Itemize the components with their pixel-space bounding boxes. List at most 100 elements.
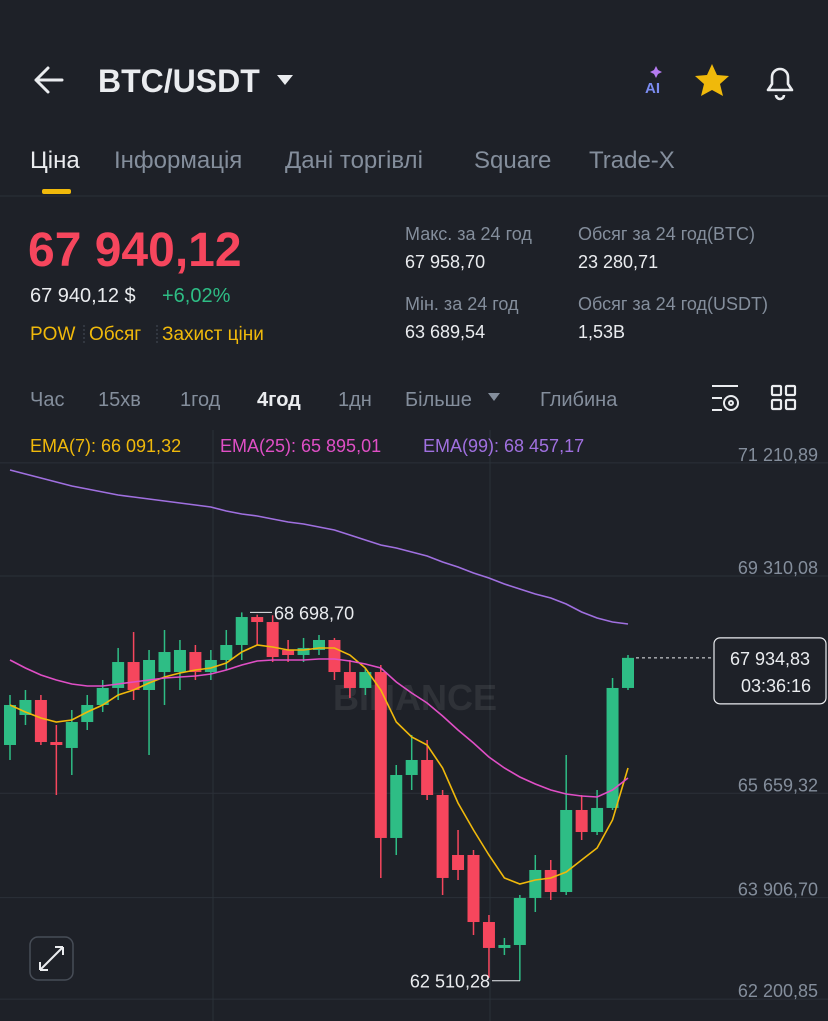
candle-body <box>390 774 403 838</box>
countdown: 03:36:16 <box>741 676 811 696</box>
y-tick-label: 65 659,32 <box>738 775 818 795</box>
pair-title[interactable]: BTC/USDT <box>98 63 260 99</box>
candle-body <box>575 809 588 833</box>
chart-settings-button[interactable] <box>712 385 739 411</box>
layout-button[interactable] <box>770 384 797 411</box>
candle-body <box>297 647 310 655</box>
candle-body <box>560 809 573 893</box>
stat-value: 1,53B <box>578 322 625 342</box>
interval-bar: Час 15хв 1год 4год 1дн Більше Глибина <box>30 389 618 411</box>
candle-body <box>220 644 233 660</box>
interval[interactable]: 1дн <box>338 389 372 411</box>
candle-body <box>467 854 480 923</box>
tag[interactable]: Захист ціни <box>162 324 264 345</box>
y-tick-label: 62 200,85 <box>738 981 818 1001</box>
pair-caret[interactable] <box>277 75 293 85</box>
candle-body <box>622 657 634 688</box>
stat-label: Мін. за 24 год <box>405 294 519 314</box>
candle-body <box>544 869 557 893</box>
stat-label: Обсяг за 24 год(USDT) <box>578 294 768 314</box>
last-price-box <box>713 637 827 705</box>
fiat-price: 67 940,12 $ <box>30 285 136 307</box>
ai-spark <box>650 66 662 78</box>
candle-body <box>251 617 264 623</box>
candle-body <box>328 639 341 673</box>
candle-body <box>421 759 434 795</box>
candle-body <box>266 622 279 658</box>
candle-body <box>189 652 202 673</box>
candle-body <box>405 759 418 775</box>
candle-body <box>436 794 449 878</box>
candle-body <box>606 687 619 808</box>
ai-button[interactable]: AI <box>645 80 660 97</box>
candle-body <box>313 639 325 650</box>
annotation-label: 68 698,70 <box>274 603 354 623</box>
annotation-label: 62 510,28 <box>410 972 490 992</box>
stat-value: 67 958,70 <box>405 252 485 272</box>
watermark: BINANCE <box>333 677 497 718</box>
tab[interactable]: Дані торгівлі <box>285 147 423 174</box>
interval[interactable]: Більше <box>405 389 472 411</box>
ema-line <box>9 469 629 625</box>
candle-body <box>235 617 248 645</box>
interval[interactable]: 15хв <box>98 389 141 411</box>
last-price-label: 67 934,83 <box>730 649 810 669</box>
more-caret[interactable] <box>488 393 500 401</box>
y-tick-label: 69 310,08 <box>738 558 818 578</box>
interval[interactable]: 1год <box>180 389 221 411</box>
candle-body <box>127 662 140 690</box>
candle-body <box>498 944 511 948</box>
stat-label: Обсяг за 24 год(BTC) <box>578 224 755 244</box>
back-button[interactable] <box>34 66 64 94</box>
interval[interactable]: Час <box>30 389 64 411</box>
candle-body <box>513 897 526 945</box>
candle-body <box>591 807 604 833</box>
stat-value: 63 689,54 <box>405 322 485 342</box>
ema-line <box>9 658 629 798</box>
candle-body <box>452 854 465 870</box>
tag[interactable]: POW <box>30 324 75 345</box>
ema-line <box>9 644 629 885</box>
candle-body <box>482 922 495 948</box>
tab-bar: Ціна Інформація Дані торгівлі Square Trade-X <box>30 147 675 174</box>
last-price: 67 940,12 <box>28 224 242 277</box>
candlestick-chart: 71 210,89 69 310,08 65 659,32 63 906,70 62 2… <box>0 436 828 1001</box>
y-tick-label: 71 210,89 <box>738 445 818 465</box>
candle-body <box>529 869 542 898</box>
active-tab-indicator <box>42 189 71 194</box>
favorite-star[interactable] <box>695 64 729 96</box>
expand-button[interactable] <box>29 936 74 981</box>
tab[interactable]: Square <box>474 147 551 174</box>
tab[interactable]: Trade-X <box>589 147 675 174</box>
candle-body <box>50 742 63 745</box>
candle-body <box>343 672 356 688</box>
tag-list: POW Обсяг Захист ціни <box>30 324 264 345</box>
tag[interactable]: Обсяг <box>89 324 141 345</box>
candle-body <box>359 672 372 688</box>
interval[interactable]: 4год <box>257 389 301 411</box>
candle-body <box>34 699 47 743</box>
ema-legend: EMA(7): 66 091,32 <box>30 436 181 456</box>
candle-body <box>158 652 171 673</box>
tab[interactable]: Інформація <box>114 147 242 174</box>
tab[interactable]: Ціна <box>30 147 80 174</box>
bell-button[interactable] <box>766 67 794 101</box>
candle-body <box>173 649 186 673</box>
y-tick-label: 63 906,70 <box>738 880 818 900</box>
candle-body <box>96 687 109 705</box>
candle-body <box>81 704 94 723</box>
candle-body <box>65 722 78 748</box>
candle-body <box>282 649 295 655</box>
ema-legend: EMA(25): 65 895,01 <box>220 436 381 456</box>
ema-legend: EMA(99): 68 457,17 <box>423 436 584 456</box>
candle-body <box>4 704 16 745</box>
candle-body <box>374 672 387 838</box>
stats-grid: Макс. за 24 год 67 958,70 Обсяг за 24 год(… <box>405 224 768 342</box>
interval[interactable]: Глибина <box>540 389 618 411</box>
price-change: +6,02% <box>162 285 231 307</box>
stat-value: 23 280,71 <box>578 252 658 272</box>
stat-label: Макс. за 24 год <box>405 224 532 244</box>
